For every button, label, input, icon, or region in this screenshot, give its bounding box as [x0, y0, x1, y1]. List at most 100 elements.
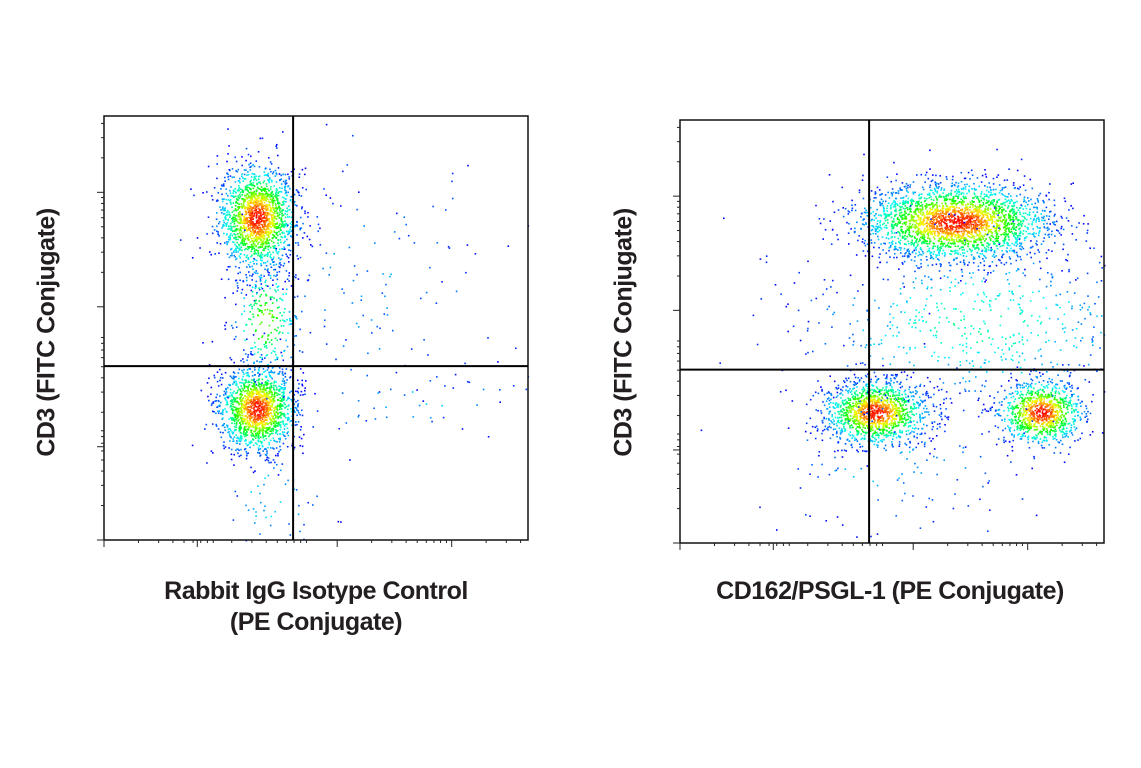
- event-dot: [258, 383, 261, 386]
- event-dot: [256, 225, 259, 228]
- event-dot: [231, 395, 233, 398]
- event-dot: [939, 243, 942, 245]
- event-dot: [978, 199, 980, 202]
- event-dot: [289, 187, 291, 190]
- event-dot: [246, 403, 248, 405]
- event-dot: [1003, 263, 1006, 266]
- event-dot: [888, 197, 891, 199]
- event-dot: [272, 216, 274, 219]
- event-dot: [1024, 268, 1026, 271]
- event-dot: [228, 211, 230, 213]
- event-dot: [271, 371, 273, 374]
- event-dot: [237, 196, 240, 199]
- event-dot: [987, 212, 989, 214]
- event-dot: [249, 405, 252, 407]
- event-dot: [223, 390, 226, 393]
- event-dot: [265, 216, 268, 218]
- event-dot: [862, 197, 865, 200]
- event-dot: [265, 167, 267, 170]
- event-dot: [232, 409, 234, 412]
- event-dot: [286, 225, 289, 228]
- event-dot: [247, 373, 249, 376]
- event-dot: [255, 387, 258, 389]
- event-dot: [253, 196, 255, 198]
- event-dot: [998, 192, 1001, 194]
- event-dot: [256, 211, 259, 214]
- event-dot: [254, 427, 256, 429]
- event-dot: [305, 380, 307, 382]
- event-dot: [249, 391, 251, 393]
- event-dot: [1060, 234, 1062, 236]
- event-dot: [242, 224, 245, 227]
- event-dot: [906, 235, 909, 238]
- event-dot: [243, 228, 245, 230]
- event-dot: [283, 392, 285, 394]
- event-dot: [239, 234, 242, 236]
- event-dot: [285, 182, 288, 185]
- event-dot: [261, 403, 264, 406]
- event-dot: [933, 193, 936, 196]
- event-dot: [272, 427, 274, 430]
- event-dot: [249, 236, 251, 238]
- event-dot: [263, 223, 266, 226]
- event-dot: [282, 422, 284, 425]
- event-dot: [224, 212, 226, 215]
- event-dot: [244, 194, 246, 197]
- event-dot: [282, 374, 285, 376]
- event-dot: [872, 232, 874, 235]
- event-dot: [248, 394, 251, 397]
- event-dot: [238, 230, 241, 232]
- event-dot: [243, 198, 246, 201]
- event-dot: [261, 246, 263, 248]
- event-dot: [249, 395, 251, 398]
- event-dot: [262, 423, 264, 426]
- event-dot: [262, 242, 264, 245]
- event-dot: [279, 411, 281, 414]
- event-dot: [875, 233, 877, 235]
- event-dot: [253, 215, 255, 217]
- event-dot: [241, 404, 243, 406]
- event-dot: [239, 181, 241, 184]
- event-dot: [253, 435, 256, 438]
- event-dot: [263, 417, 266, 419]
- event-dot: [271, 391, 273, 394]
- event-dot: [268, 441, 270, 444]
- event-dot: [247, 153, 250, 156]
- event-dot: [252, 193, 254, 196]
- event-dot: [262, 209, 264, 212]
- event-dot: [283, 380, 286, 382]
- event-dot: [224, 429, 227, 432]
- event-dot: [247, 248, 249, 251]
- event-dot: [263, 410, 265, 413]
- event-dot: [244, 206, 247, 209]
- event-dot: [270, 163, 273, 165]
- event-dot: [241, 406, 243, 408]
- event-dot: [216, 177, 218, 180]
- event-dot: [299, 413, 301, 416]
- event-dot: [273, 256, 275, 259]
- event-dot: [263, 407, 265, 410]
- event-dot: [256, 434, 258, 437]
- event-dot: [232, 375, 235, 377]
- event-dot: [1009, 244, 1011, 247]
- event-dot: [878, 256, 880, 259]
- event-dot: [863, 153, 865, 156]
- event-dot: [255, 280, 258, 283]
- event-dot: [257, 406, 260, 409]
- event-dot: [240, 203, 242, 205]
- event-dot: [253, 201, 255, 203]
- event-dot: [264, 211, 267, 214]
- event-dot: [275, 210, 278, 212]
- event-dot: [225, 222, 227, 225]
- event-dot: [264, 254, 266, 257]
- event-dot: [240, 205, 243, 208]
- event-dot: [249, 229, 251, 231]
- event-dot: [258, 452, 261, 454]
- event-dot: [232, 403, 234, 405]
- event-dot: [282, 414, 285, 416]
- event-dot: [215, 423, 217, 426]
- event-dot: [913, 215, 915, 218]
- event-dot: [284, 240, 286, 243]
- event-dot: [252, 240, 255, 243]
- event-dot: [958, 201, 961, 203]
